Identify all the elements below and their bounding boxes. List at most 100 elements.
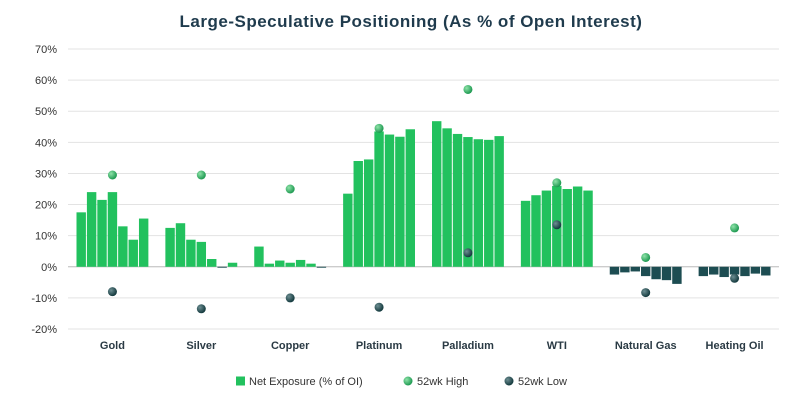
bar bbox=[761, 266, 771, 276]
bar bbox=[186, 239, 196, 267]
bar bbox=[494, 136, 504, 267]
point-52wk-high bbox=[196, 170, 206, 180]
point-52wk-low bbox=[552, 220, 562, 230]
bar bbox=[118, 226, 128, 267]
bar bbox=[285, 262, 295, 267]
point-52wk-high bbox=[107, 170, 117, 180]
x-tick-label: Gold bbox=[100, 340, 125, 352]
x-tick-label: Copper bbox=[271, 340, 310, 352]
point-52wk-low bbox=[107, 287, 117, 297]
bar bbox=[572, 186, 583, 267]
bar bbox=[442, 128, 452, 267]
bar bbox=[363, 159, 374, 267]
y-tick-label: 50% bbox=[35, 106, 57, 118]
bar bbox=[165, 227, 175, 267]
y-tick-label: 30% bbox=[35, 168, 57, 180]
y-tick-label: 40% bbox=[35, 137, 57, 149]
point-52wk-high bbox=[552, 178, 562, 188]
gridlines bbox=[68, 48, 779, 330]
x-tick-label: Heating Oil bbox=[706, 340, 764, 352]
x-tick-label: Silver bbox=[186, 340, 217, 352]
bar bbox=[227, 262, 238, 267]
point-52wk-low bbox=[463, 248, 473, 258]
bar bbox=[432, 121, 442, 267]
legend-label-net-exposure: Net Exposure (% of OI) bbox=[249, 376, 363, 388]
bar bbox=[405, 129, 415, 267]
bar bbox=[651, 266, 661, 280]
bar bbox=[484, 139, 494, 267]
bar bbox=[128, 239, 138, 267]
bars-layer bbox=[76, 121, 771, 284]
y-tick-label: -20% bbox=[31, 324, 57, 336]
bar bbox=[661, 266, 672, 281]
chart-title: Large-Speculative Positioning (As % of O… bbox=[180, 12, 643, 31]
bar bbox=[264, 263, 275, 267]
bar bbox=[207, 259, 217, 267]
legend-label-52wk-low: 52wk Low bbox=[518, 376, 567, 388]
bar bbox=[709, 266, 719, 275]
legend-swatch-52wk-high bbox=[403, 376, 413, 386]
y-axis: -20% -10% 0% 10% 20% 30% 40% 50% 60% 70% bbox=[31, 44, 57, 336]
bar bbox=[86, 192, 97, 267]
legend-swatch-net-exposure bbox=[236, 376, 245, 386]
legend-label-52wk-high: 52wk High bbox=[417, 376, 468, 388]
bar bbox=[541, 190, 552, 267]
bar bbox=[316, 266, 327, 268]
point-52wk-high bbox=[463, 84, 473, 94]
bar bbox=[640, 266, 651, 277]
point-52wk-high bbox=[374, 123, 384, 133]
bar bbox=[374, 131, 384, 267]
bar bbox=[531, 195, 541, 267]
bar bbox=[107, 192, 118, 267]
legend: Net Exposure (% of OI) 52wk High 52wk Low bbox=[236, 376, 567, 388]
bar bbox=[138, 218, 149, 267]
bar bbox=[76, 212, 86, 267]
point-52wk-high bbox=[641, 252, 651, 262]
y-tick-label: 60% bbox=[35, 75, 57, 87]
bar bbox=[562, 189, 572, 267]
bar bbox=[729, 266, 740, 275]
bar bbox=[395, 136, 405, 267]
bar bbox=[217, 266, 227, 268]
bar bbox=[463, 137, 473, 267]
bar bbox=[609, 266, 620, 275]
bar bbox=[343, 193, 353, 267]
point-52wk-low bbox=[196, 304, 206, 314]
bar bbox=[175, 223, 186, 267]
bar bbox=[473, 139, 484, 267]
bar bbox=[452, 133, 463, 267]
y-tick-label: 0% bbox=[41, 262, 57, 274]
point-52wk-high bbox=[730, 223, 740, 233]
y-tick-label: 70% bbox=[35, 44, 57, 56]
x-axis: Gold Silver Copper Platinum Palladium WTI Natu… bbox=[100, 340, 764, 352]
bar bbox=[620, 266, 630, 273]
bar bbox=[254, 246, 264, 267]
bar bbox=[583, 190, 593, 267]
bar bbox=[97, 199, 107, 267]
x-tick-label: Palladium bbox=[442, 340, 494, 352]
x-tick-label: Platinum bbox=[356, 340, 403, 352]
bar bbox=[750, 266, 761, 274]
point-52wk-low bbox=[374, 302, 384, 312]
bar bbox=[630, 266, 640, 272]
y-tick-label: -10% bbox=[31, 293, 57, 305]
bar bbox=[384, 134, 395, 267]
bar bbox=[698, 266, 709, 277]
bar bbox=[295, 259, 306, 267]
x-tick-label: Natural Gas bbox=[615, 340, 677, 352]
bar bbox=[306, 263, 316, 267]
point-52wk-low bbox=[285, 293, 295, 303]
bar bbox=[275, 260, 285, 267]
bar bbox=[196, 241, 207, 267]
legend-swatch-52wk-low bbox=[504, 376, 514, 386]
point-52wk-low bbox=[641, 288, 651, 298]
bar bbox=[740, 266, 750, 277]
bar bbox=[520, 200, 531, 267]
y-tick-label: 20% bbox=[35, 200, 57, 212]
bar bbox=[719, 266, 729, 278]
y-tick-label: 10% bbox=[35, 231, 57, 243]
bar bbox=[353, 161, 363, 267]
points-layer bbox=[107, 84, 740, 314]
bar bbox=[672, 266, 682, 284]
